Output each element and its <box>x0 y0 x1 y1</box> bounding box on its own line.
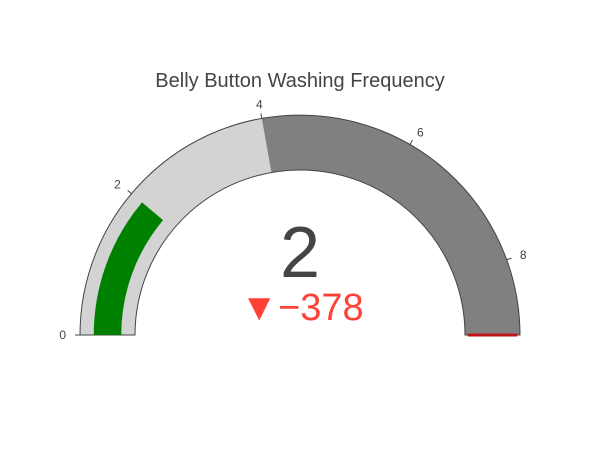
gauge-outline <box>79 114 521 336</box>
delta-value: −378 <box>278 287 364 329</box>
gauge-tick-label: 0 <box>59 328 66 342</box>
delta-down-icon: ▼ <box>240 287 278 329</box>
gauge-tick-label: 6 <box>417 125 424 139</box>
gauge-tick-mark <box>506 257 512 261</box>
gauge-value-bar <box>93 202 164 335</box>
gauge-tick-label: 2 <box>114 178 121 192</box>
gauge-step-1 <box>261 114 520 335</box>
gauge-ticks: 0 2 4 6 8 <box>59 98 527 342</box>
gauge-tick-label: 4 <box>256 98 263 112</box>
gauge-number: 2 <box>280 213 320 293</box>
gauge-delta: ▼−378 <box>240 287 363 329</box>
gauge-tick-mark <box>127 189 132 194</box>
gauge-tick-mark <box>260 113 263 119</box>
chart-title: Belly Button Washing Frequency <box>155 70 444 92</box>
gauge-tick-mark <box>409 139 413 145</box>
gauge-tick-label: 8 <box>520 248 527 262</box>
